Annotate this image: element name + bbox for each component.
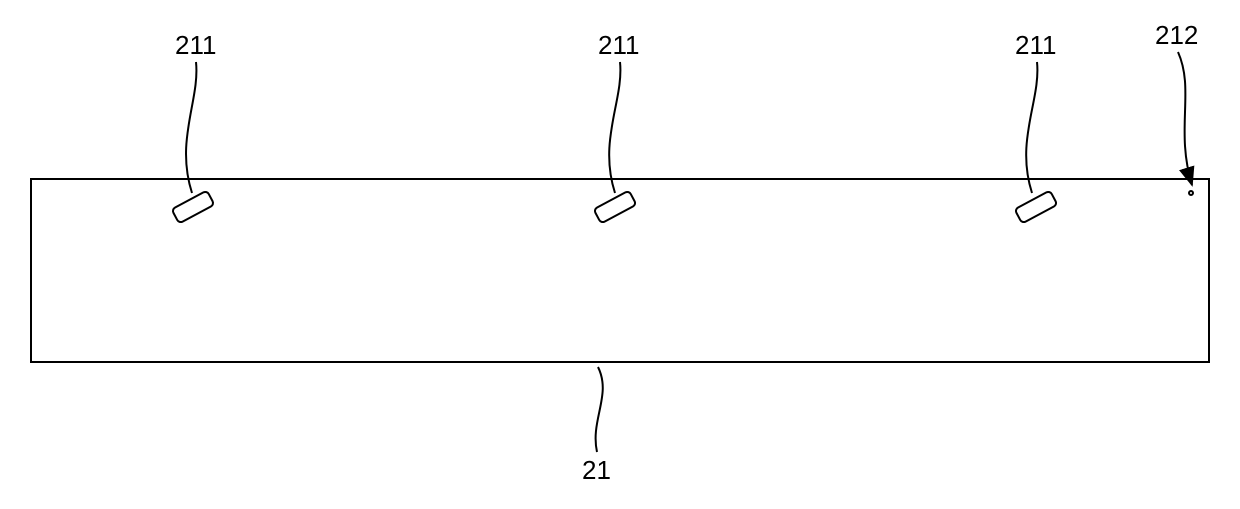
dot-212 — [1188, 190, 1194, 196]
leader-212 — [1178, 52, 1192, 185]
label-21: 21 — [582, 455, 611, 486]
leader-211-3 — [1026, 62, 1037, 193]
label-211-3: 211 — [1015, 30, 1056, 61]
label-211-2: 211 — [598, 30, 639, 61]
label-211-1: 211 — [175, 30, 216, 61]
leader-21 — [596, 367, 603, 452]
label-212: 212 — [1155, 20, 1198, 51]
leader-211-1 — [186, 62, 196, 193]
leader-211-2 — [609, 62, 620, 193]
